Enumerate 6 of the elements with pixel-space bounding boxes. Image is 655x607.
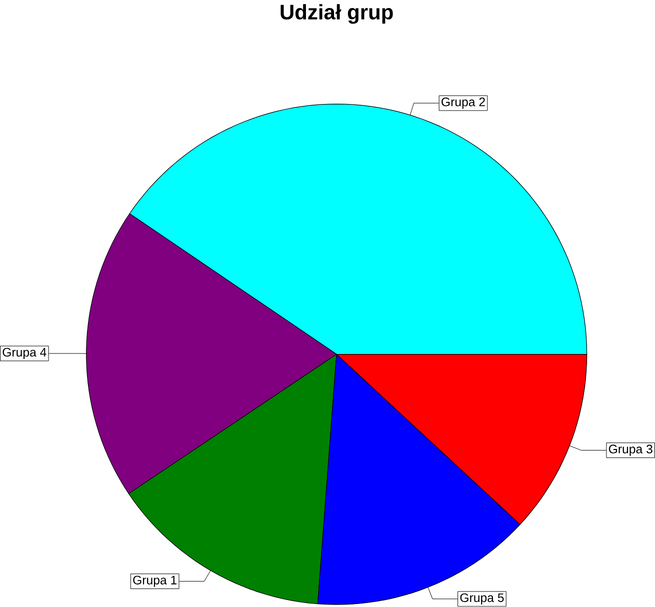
slice-label: Grupa 2 — [442, 98, 485, 109]
slice-label: Grupa 5 — [460, 594, 504, 605]
slice-label: Grupa 1 — [133, 576, 177, 588]
slice-label: Grupa 3 — [608, 444, 652, 456]
slice-label: Grupa 4 — [2, 348, 46, 360]
chart-title: Udział grup — [280, 4, 393, 24]
